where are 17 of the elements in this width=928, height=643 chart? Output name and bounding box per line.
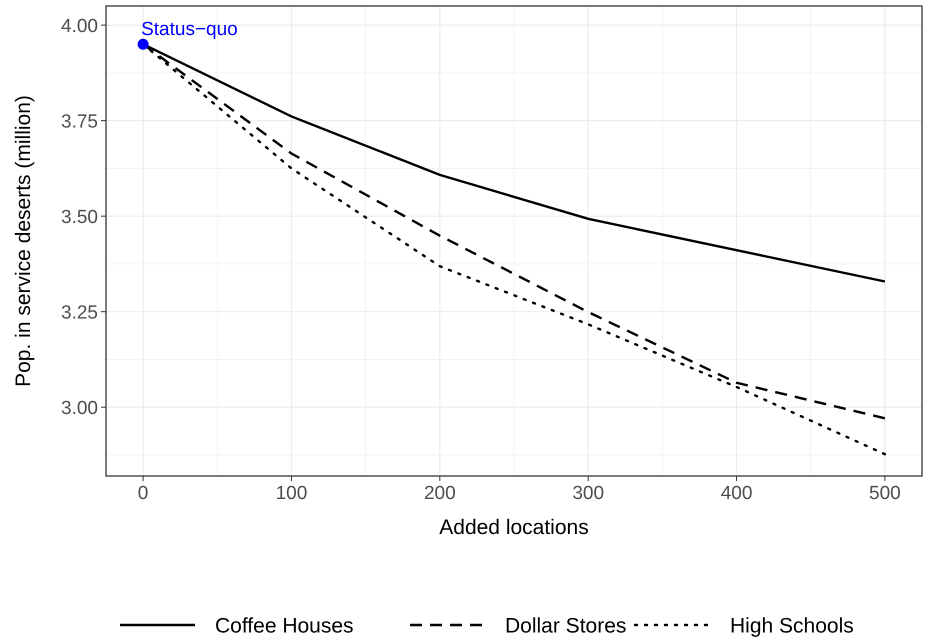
y-tick-label: 3.25 [61,302,98,324]
y-tick-label: 3.00 [61,398,98,419]
x-tick-label: 0 [138,483,148,504]
y-tick-label: 3.75 [61,111,98,132]
x-tick-label: 300 [572,483,604,504]
x-tick-label: 500 [869,483,901,504]
y-axis-title: Pop. in service deserts (million) [12,95,35,387]
legend-label: Coffee Houses [215,614,354,638]
x-tick-label: 100 [276,483,308,504]
x-axis-title: Added locations [439,516,589,539]
legend-label: High Schools [730,614,854,638]
legend-label: Dollar Stores [505,614,626,638]
x-tick-label: 200 [424,483,456,504]
y-tick-label: 4.00 [61,16,98,37]
annotation: Status−quo [141,19,238,40]
x-tick-label: 400 [720,483,752,504]
y-tick-label: 3.50 [61,206,98,228]
